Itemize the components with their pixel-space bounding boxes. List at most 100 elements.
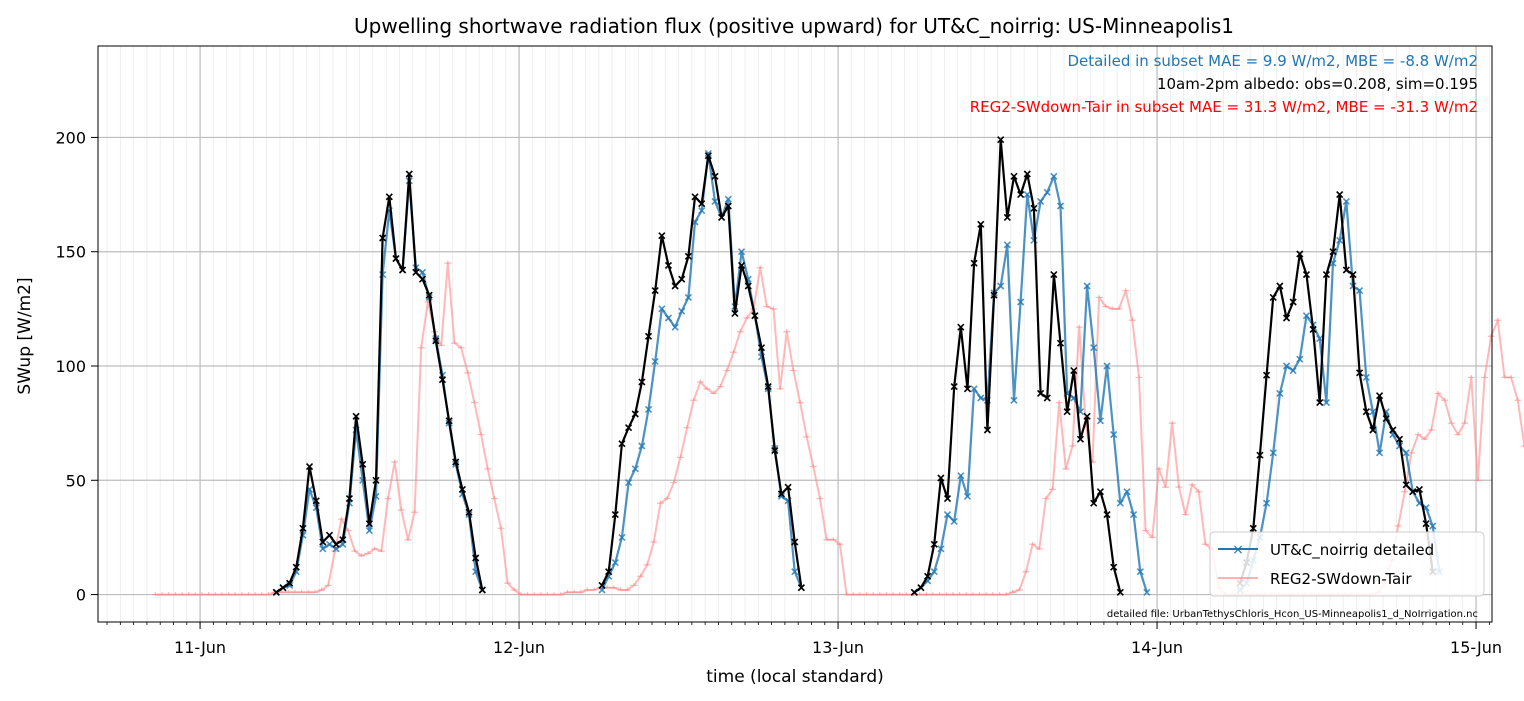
observation-series-point [611,511,619,519]
observation-series-point [744,282,752,290]
reg2-series-point [537,592,545,596]
detailed-series-point [1123,488,1131,496]
reg2-series-point [995,592,1003,596]
reg2-series-point [1500,374,1508,379]
plot-frame [97,45,1493,623]
reg2-series-point [1441,397,1449,402]
reg2-series-point [1142,528,1150,532]
reg2-series-point [510,587,518,591]
observation-series-point [1356,369,1364,377]
reg2-series-point [896,592,904,596]
observation-series-point [598,581,606,589]
reg2-series-point [1421,436,1429,441]
detailed-series-point [325,540,334,548]
observation-series-point [671,282,679,290]
reg2-series-point [311,589,319,594]
reg2-series-point [397,507,405,511]
reg2-series-point [530,592,538,596]
reg2-series-point [670,480,678,484]
reg2-series-point [710,390,718,395]
observation-series-point [1329,248,1337,256]
reg2-series-point [484,466,492,470]
reg2-series-point [524,592,532,596]
reg2-series-point [377,548,385,553]
detailed-series-point [1136,568,1144,576]
reg2-series-point [557,592,565,596]
detailed-series-point [1269,449,1277,457]
reg2-series-point [178,592,186,596]
reg2-series-point [590,587,598,591]
observation-series-point [1316,399,1324,407]
observation-series-point [1409,488,1417,496]
detailed-series-point [1037,197,1045,205]
detailed-series-point [618,533,626,541]
reg2-series-point [1022,569,1030,573]
observation-series-point [1269,293,1277,301]
detailed-series-point [977,394,985,402]
observation-series-point [332,540,340,548]
reg2-series-point [617,587,625,591]
detailed-series-point [1096,417,1104,425]
reg2-series-point [1102,304,1110,308]
detailed-series-point [365,527,373,535]
detailed-series-point [1110,431,1118,439]
observation-series-point [1349,271,1357,279]
detailed-series-point [664,314,673,322]
observation-series-point [1282,314,1291,322]
detailed-series-point [1043,188,1051,196]
reg2-series-point [829,537,837,541]
reg2-series-point [663,496,671,500]
observation-series-point [1276,282,1284,290]
detailed-series-point [1130,511,1138,519]
observation-series-point [977,220,985,228]
reg2-series-point [231,592,239,596]
observation-series-point [312,497,320,505]
reg2-series-point [165,592,173,596]
observation-series-point [1322,271,1330,279]
reg2-series-point [637,573,645,578]
reg2-series-point [676,454,684,459]
reg2-series-point [683,425,691,429]
detailed-series-point [997,282,1005,290]
reg2-series-point [942,592,950,596]
detailed-series-point [791,568,799,576]
detailed-series-point [418,268,427,276]
observation-series-point [325,531,334,539]
tick-layer: 11-Jun 12-Jun 13-Jun 14-Jun 15-Jun 0 50 100 150 2… [55,128,1502,657]
reg2-series-point [570,589,578,594]
chart-title: Upwelling shortwave radiation flux (posi… [354,14,1234,38]
detailed-series-point [1302,312,1311,320]
reg2-series-point [803,434,811,438]
reg2-series-point [218,592,226,596]
observation-series-point [771,447,779,455]
observation-series-point [684,252,692,260]
reg2-series-point [1195,489,1203,493]
observation-series-point [1309,325,1317,333]
detailed-series-point [1289,367,1297,375]
reg2-series-point [1135,374,1143,379]
reg2-series-point [863,592,871,596]
reg2-series-point [1175,484,1183,489]
reg2-series-point [789,368,797,372]
observation-series-point [738,261,746,269]
reg2-series-point [284,589,292,594]
observation-series-point [917,584,925,592]
observation-series-point [1110,563,1118,571]
observation-series-point [1336,191,1344,199]
reg2-series-point [364,550,372,555]
reg2-series-point [244,592,252,596]
detailed-series-point [1362,373,1370,381]
detailed-series-point [1056,202,1065,210]
reg2-series-point [1168,420,1176,425]
y-tick-label: 0 [76,586,86,605]
observation-series-point [465,508,473,516]
reg2-series-point [171,592,179,596]
observation-series-point [412,268,420,276]
annotation-detailed-mae: Detailed in subset MAE = 9.9 W/m2, MBE =… [1067,52,1478,70]
detailed-series-point [1282,362,1291,370]
reg2-series-point [411,509,419,514]
reg2-series-point [391,459,399,463]
reg2-series-point [1029,541,1037,546]
reg2-series-point [497,525,505,530]
